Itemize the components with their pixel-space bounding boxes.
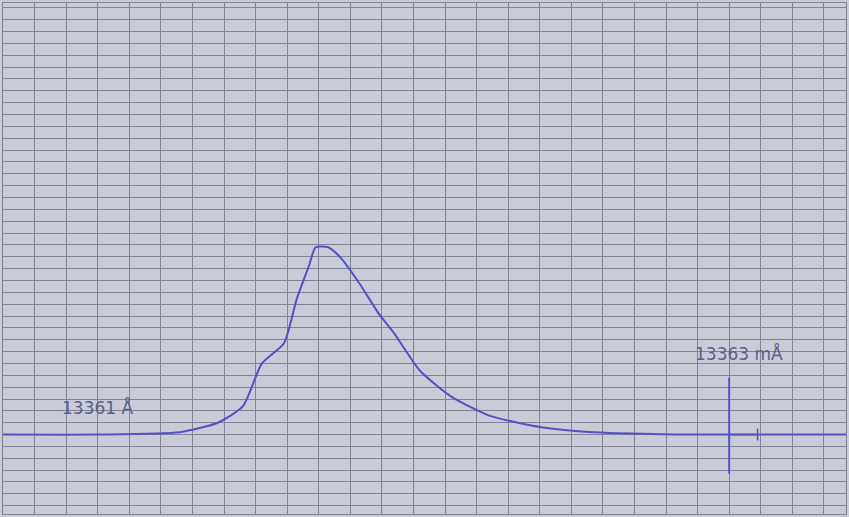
svg-text:13361 Å: 13361 Å [62,397,133,418]
svg-text:13363 mÅ: 13363 mÅ [695,343,783,364]
